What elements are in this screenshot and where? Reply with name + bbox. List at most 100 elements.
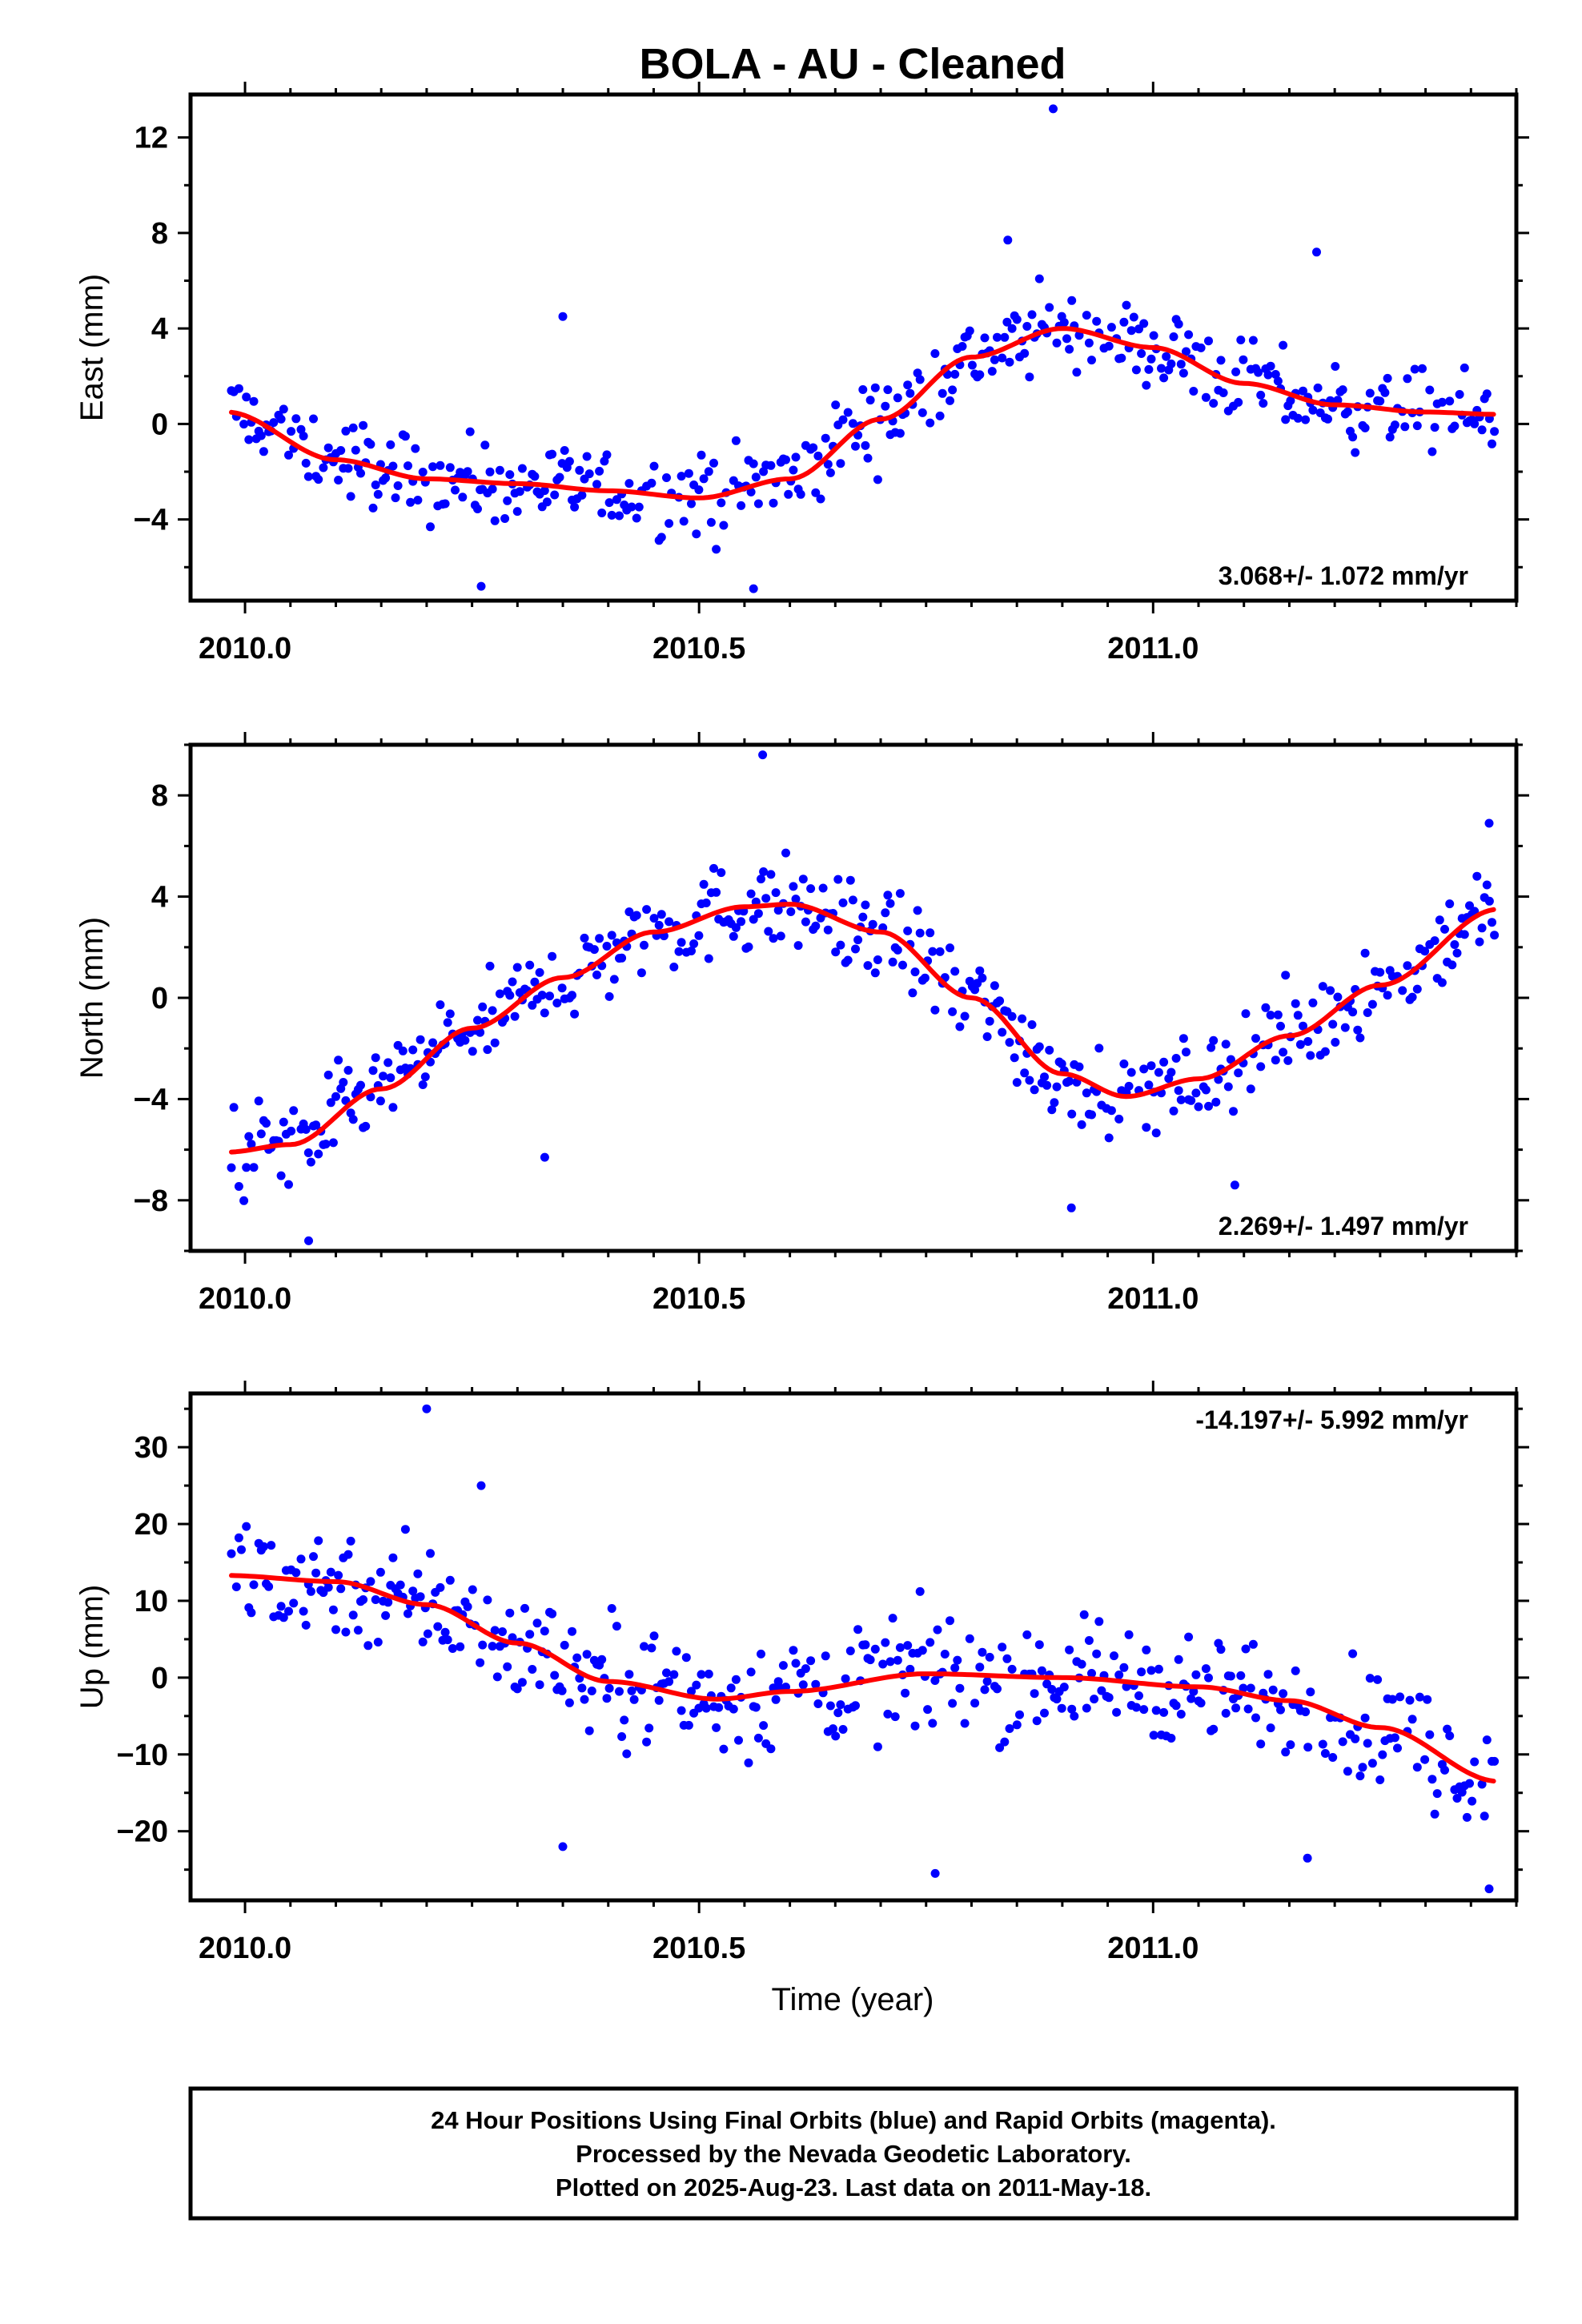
data-point [1407,992,1417,1002]
data-point [1189,1687,1199,1696]
data-point [1266,1011,1275,1020]
data-point [998,353,1007,363]
data-point [1045,303,1054,312]
data-point [1034,1042,1044,1051]
data-point [1432,1789,1442,1799]
data-point [1142,380,1151,390]
data-point [440,499,450,509]
data-point [323,443,333,452]
y-tick-label: 30 [135,1431,168,1465]
data-point [746,487,756,497]
data-point [1094,1617,1104,1626]
data-point [381,1610,391,1620]
data-point [778,1661,788,1671]
data-point [712,887,721,897]
data-point [428,1038,438,1047]
data-point [1281,415,1291,424]
data-point [276,1602,286,1611]
y-tick-label: −4 [134,1083,168,1116]
data-point [836,940,845,950]
data-point [480,440,490,450]
data-point [528,1665,537,1674]
data-point [1231,1703,1241,1713]
data-point [1045,1045,1054,1055]
data-point [498,1627,507,1636]
data-point [1266,1723,1275,1733]
data-point [870,1644,880,1654]
data-point [508,977,517,987]
data-point [558,312,568,321]
data-point [829,1724,837,1734]
data-point [416,1035,425,1044]
data-point [917,408,927,417]
data-point [687,1687,696,1696]
data-point [654,1695,664,1705]
data-point [773,1677,783,1687]
north-panel: 2010.0 2010.5 2011.0 −8 −4 0 4 8 North (mm) 2.269… [74,732,1529,1316]
data-point [609,975,619,984]
data-point [592,970,601,979]
data-point [540,486,549,496]
data-point [575,465,584,475]
data-point [1293,1011,1303,1020]
data-point [314,1149,323,1159]
data-point [242,392,251,402]
data-point [555,472,564,482]
data-point [483,1595,492,1605]
data-point [771,888,781,898]
data-point [833,875,843,884]
data-point [965,1634,974,1643]
data-point [761,894,771,903]
data-point [229,1103,239,1112]
data-point [1142,1123,1151,1132]
data-point [540,1626,549,1636]
data-point [677,472,686,481]
data-point [978,1647,987,1657]
data-point [726,1683,736,1693]
data-point [1445,899,1455,909]
data-point [838,1725,848,1734]
data-point [731,923,741,932]
data-point [913,906,922,915]
data-point [677,938,686,947]
data-point [284,1606,293,1616]
data-point [1030,1689,1039,1699]
data-point [798,1680,808,1690]
data-point [535,967,544,977]
data-point [749,459,758,468]
data-point [366,440,375,449]
data-point [634,502,644,512]
footer-line-1: 24 Hour Positions Using Final Orbits (bl… [431,2106,1276,2134]
data-point [1261,1003,1271,1012]
data-point [915,1586,925,1596]
data-point [1067,1109,1077,1119]
data-point [1151,1128,1161,1138]
data-point [1067,1704,1077,1714]
data-point [542,497,552,507]
data-point [1412,421,1422,431]
x-tick-label: 2010.5 [652,1932,745,1965]
data-point [577,1683,587,1693]
data-point [935,411,945,420]
data-point [656,533,666,542]
data-point [306,1586,315,1596]
data-point [926,1638,935,1647]
data-point [408,1045,418,1055]
data-point [1340,1023,1350,1032]
data-point [463,1602,472,1611]
data-point [1353,1025,1363,1035]
data-point [1273,376,1283,386]
data-point [926,418,935,428]
data-point [1398,986,1407,995]
data-point [602,450,612,460]
data-point [323,1070,333,1080]
data-point [766,460,776,470]
data-point [1154,1068,1163,1077]
data-point [1124,1081,1134,1091]
data-point [955,1022,965,1031]
data-point [1271,1055,1280,1065]
data-point [1437,978,1447,987]
y-tick-label: 0 [151,1662,168,1695]
data-point [811,488,821,497]
